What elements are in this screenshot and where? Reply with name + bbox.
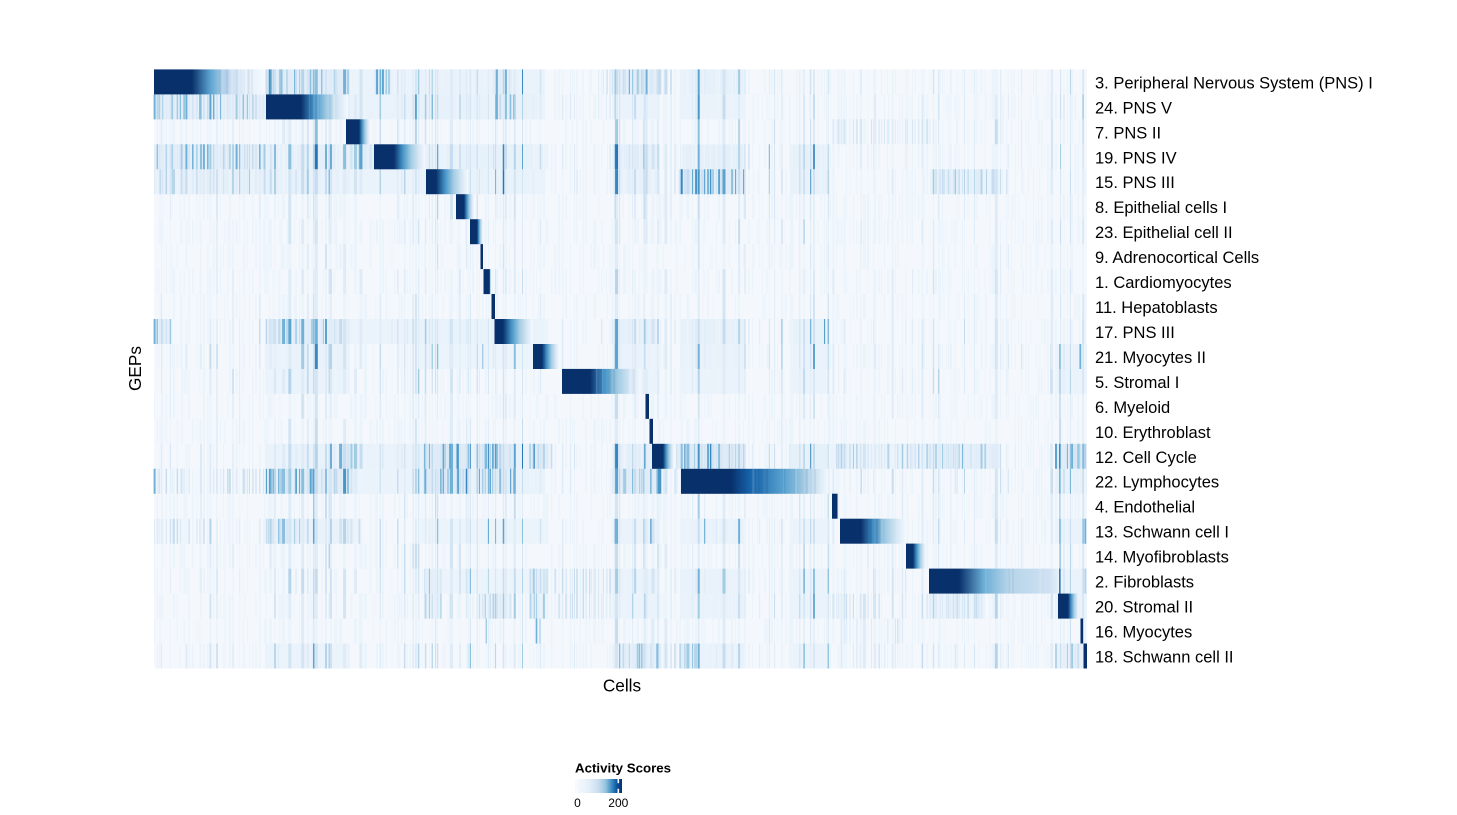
svg-text:5. Stromal I: 5. Stromal I (1095, 374, 1179, 392)
svg-text:3. Peripheral Nervous System (: 3. Peripheral Nervous System (PNS) I (1095, 74, 1373, 92)
svg-text:2. Fibroblasts: 2. Fibroblasts (1095, 574, 1194, 592)
svg-text:15. PNS III: 15. PNS III (1095, 174, 1175, 192)
svg-text:4. Endothelial: 4. Endothelial (1095, 499, 1195, 517)
svg-text:9. Adrenocortical Cells: 9. Adrenocortical Cells (1095, 249, 1259, 267)
svg-text:1. Cardiomyocytes: 1. Cardiomyocytes (1095, 274, 1232, 292)
svg-text:24. PNS V: 24. PNS V (1095, 99, 1172, 117)
svg-text:0: 0 (574, 796, 581, 810)
svg-text:14. Myofibroblasts: 14. Myofibroblasts (1095, 549, 1229, 567)
svg-text:8. Epithelial cells I: 8. Epithelial cells I (1095, 199, 1227, 217)
svg-text:Cells: Cells (603, 676, 641, 696)
svg-text:10. Erythroblast: 10. Erythroblast (1095, 424, 1211, 442)
svg-text:21. Myocytes II: 21. Myocytes II (1095, 349, 1206, 367)
svg-text:19. PNS IV: 19. PNS IV (1095, 149, 1177, 167)
svg-text:Activity Scores: Activity Scores (575, 761, 671, 776)
svg-text:22. Lymphocytes: 22. Lymphocytes (1095, 474, 1219, 492)
svg-text:GEPs: GEPs (125, 346, 145, 391)
svg-text:7. PNS II: 7. PNS II (1095, 124, 1161, 142)
svg-text:16. Myocytes: 16. Myocytes (1095, 624, 1192, 642)
svg-text:12. Cell Cycle: 12. Cell Cycle (1095, 449, 1197, 467)
svg-text:20. Stromal II: 20. Stromal II (1095, 599, 1193, 617)
svg-text:18. Schwann cell II: 18. Schwann cell II (1095, 649, 1234, 667)
svg-text:23. Epithelial cell II: 23. Epithelial cell II (1095, 224, 1233, 242)
svg-text:11. Hepatoblasts: 11. Hepatoblasts (1095, 299, 1218, 317)
svg-text:200: 200 (608, 796, 628, 810)
svg-text:17. PNS III: 17. PNS III (1095, 324, 1175, 342)
svg-text:6. Myeloid: 6. Myeloid (1095, 399, 1170, 417)
svg-text:13. Schwann cell I: 13. Schwann cell I (1095, 524, 1229, 542)
